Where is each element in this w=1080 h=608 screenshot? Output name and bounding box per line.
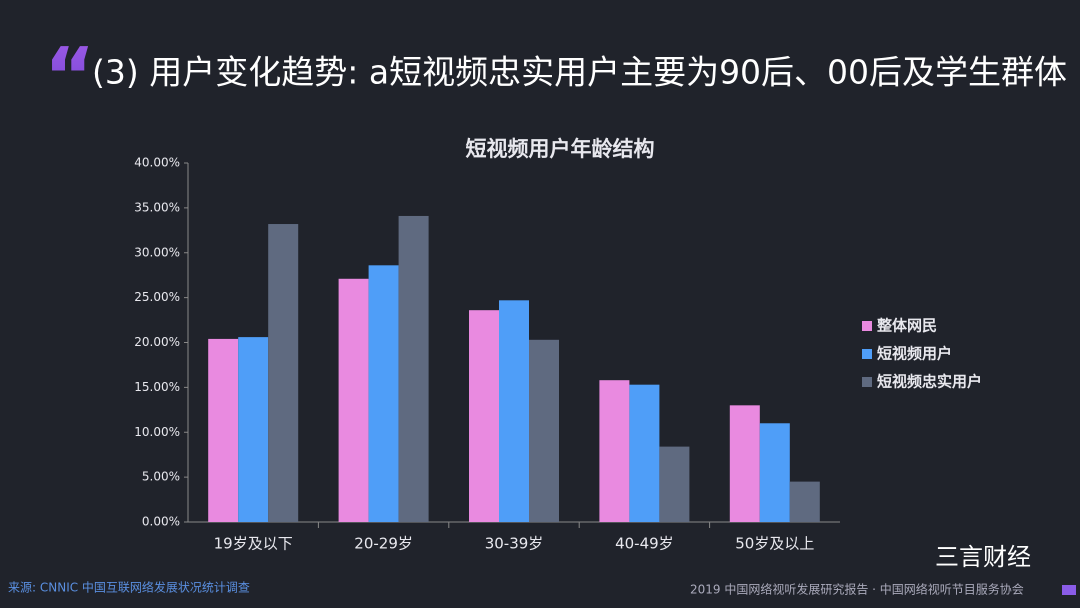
bar	[629, 384, 660, 522]
source: 来源: CNNIC 中国互联网络发展状况统计调查	[8, 580, 250, 595]
x-tick-label: 20-29岁	[354, 535, 413, 553]
bar	[238, 337, 269, 522]
y-tick-label: 35.00%	[134, 200, 180, 214]
slide-title: (3) 用户变化趋势: a短视频忠实用户主要为90后、00后及学生群体	[92, 53, 1067, 92]
bar	[789, 481, 820, 522]
y-tick-label: 15.00%	[134, 380, 180, 394]
legend-swatch	[862, 377, 872, 387]
y-tick-label: 40.00%	[134, 156, 180, 170]
y-tick-label: 5.00%	[142, 470, 180, 484]
bar	[599, 380, 630, 522]
y-tick-label: 30.00%	[134, 245, 180, 259]
x-tick-label: 50岁及以上	[735, 535, 814, 553]
corner-mark	[1062, 585, 1076, 595]
bar	[368, 265, 399, 522]
chart-title: 短视频用户年龄结构	[466, 137, 655, 161]
bar	[499, 300, 529, 522]
y-tick-label: 0.00%	[142, 515, 180, 529]
y-tick-label: 10.00%	[134, 425, 180, 439]
y-tick-label: 20.00%	[134, 335, 180, 349]
legend-swatch	[862, 321, 872, 331]
bar	[398, 215, 429, 522]
bar	[529, 339, 559, 522]
bar	[469, 310, 499, 522]
x-tick-label: 40-49岁	[615, 535, 674, 553]
bar	[759, 423, 790, 522]
quote-mark: “	[44, 32, 95, 122]
y-tick-label: 25.00%	[134, 290, 180, 304]
watermark: 三言财经	[935, 543, 1031, 571]
legend-label: 整体网民	[877, 317, 937, 335]
legend-label: 短视频用户	[877, 345, 952, 363]
bar	[208, 338, 239, 522]
legend-swatch	[862, 349, 872, 359]
footer: 2019 中国网络视听发展研究报告 · 中国网络视听节目服务协会	[690, 582, 1024, 597]
x-tick-label: 30-39岁	[485, 535, 544, 553]
bar	[729, 405, 760, 522]
x-tick-label: 19岁及以下	[214, 535, 293, 553]
bar	[659, 446, 690, 522]
legend-label: 短视频忠实用户	[877, 373, 982, 391]
bar	[268, 224, 299, 522]
bar	[338, 278, 369, 522]
